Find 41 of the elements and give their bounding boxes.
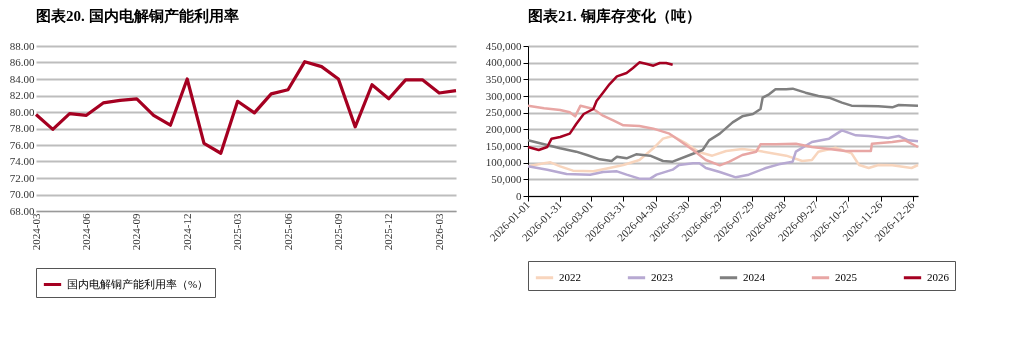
y-tick-label: 78.00 bbox=[9, 122, 35, 134]
x-tick-label: 2026-03 bbox=[432, 213, 445, 251]
line-series bbox=[34, 60, 458, 155]
y-tick-label: 100,000 bbox=[485, 156, 522, 169]
line-series bbox=[526, 87, 920, 163]
x-tick-label: 2024-09 bbox=[130, 213, 143, 251]
chart-title: 图表20. 国内电解铜产能利用率 bbox=[36, 7, 239, 24]
line-series bbox=[526, 129, 920, 180]
y-tick-label: 300,000 bbox=[485, 89, 522, 102]
legend-label: 2023 bbox=[651, 270, 674, 283]
line-series bbox=[526, 104, 920, 167]
y-tick-label: 200,000 bbox=[485, 122, 522, 135]
y-tick-label: 50,000 bbox=[491, 172, 522, 185]
line-series bbox=[526, 61, 674, 152]
x-tick-label: 2025-06 bbox=[281, 213, 294, 251]
y-tick-label: 450,000 bbox=[485, 39, 522, 52]
legend-label: 2026 bbox=[927, 270, 950, 283]
y-tick-label: 86.00 bbox=[9, 56, 35, 68]
x-tick-label: 2024-12 bbox=[180, 213, 193, 251]
legend-label: 2022 bbox=[559, 270, 581, 283]
y-tick-label: 250,000 bbox=[485, 106, 522, 119]
x-tick-label: 2024-06 bbox=[79, 213, 92, 251]
y-tick-label: 84.00 bbox=[9, 72, 35, 85]
legend-label: 国内电解铜产能利用率（%） bbox=[67, 277, 209, 290]
y-tick-label: 0 bbox=[516, 189, 522, 202]
y-tick-label: 88.00 bbox=[9, 39, 35, 52]
y-tick-label: 80.00 bbox=[9, 105, 35, 118]
y-tick-label: 74.00 bbox=[9, 155, 35, 167]
x-tick-label: 2025-12 bbox=[382, 213, 395, 251]
y-tick-label: 350,000 bbox=[485, 72, 522, 85]
legend-label: 2024 bbox=[743, 270, 766, 283]
y-tick-label: 70.00 bbox=[9, 188, 35, 200]
y-tick-label: 150,000 bbox=[485, 139, 522, 152]
x-tick-label: 2025-09 bbox=[331, 213, 344, 251]
y-tick-label: 72.00 bbox=[9, 171, 35, 184]
legend-label: 2025 bbox=[835, 270, 858, 283]
x-tick-label: 2025-03 bbox=[231, 213, 244, 251]
y-tick-label: 76.00 bbox=[9, 138, 35, 151]
y-tick-label: 82.00 bbox=[9, 89, 35, 101]
y-tick-label: 400,000 bbox=[485, 56, 522, 69]
chart-title: 图表21. 铜库存变化（吨） bbox=[528, 7, 701, 24]
